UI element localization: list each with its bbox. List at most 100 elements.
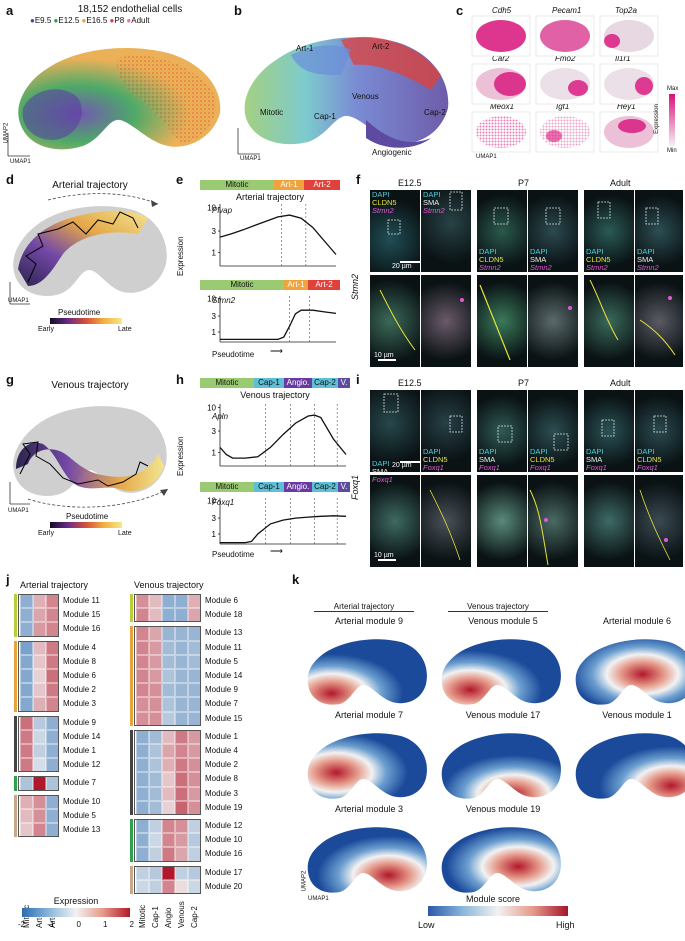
f-stain-2: DAPI SMA Stmn2 — [423, 191, 445, 215]
i-img-10 — [528, 475, 578, 567]
heatmap-column-label: Angio — [164, 907, 173, 928]
heatmap-cell — [149, 669, 162, 684]
panel-b-umap — [237, 36, 449, 155]
scale-c-label: Expression — [653, 104, 660, 134]
panel-label-i: i — [356, 372, 360, 387]
k-map-7 — [307, 827, 427, 893]
k-map-4 — [307, 733, 427, 799]
k-map-title: Arterial module 9 — [334, 616, 404, 626]
i-stain-6-foxq1: Foxq1 — [637, 463, 658, 472]
gene-hey1: Hey1 — [617, 102, 636, 111]
f-img-2 — [421, 190, 471, 272]
f-img-4 — [528, 190, 578, 272]
axis-c-x: UMAP1 — [476, 154, 497, 160]
heatmap-cell — [162, 669, 175, 684]
k-map-3 — [575, 639, 685, 705]
module-group-bar — [14, 640, 17, 712]
module-label: Module 11 — [205, 642, 242, 652]
i-scale-top: 20 µm — [392, 462, 412, 469]
panel-e-stage-bar: Mitotic Art-1 Art-2 — [200, 180, 340, 190]
f-stain-3-stmn2: Stmn2 — [479, 263, 501, 272]
module-label: Module 12 — [205, 821, 243, 830]
heatmap-cell — [136, 772, 149, 787]
heatmap-cell — [162, 833, 175, 848]
heatmap-cell — [175, 640, 188, 655]
stage-e-mitotic: Mitotic — [200, 180, 274, 190]
heatmap-cell — [162, 697, 175, 712]
module-group-bar — [130, 729, 133, 815]
stage-h2-cap2: Cap-2 — [312, 482, 338, 492]
y-tick-label: 10 — [207, 204, 216, 213]
heatmap-cell — [20, 683, 33, 698]
heatmap-cell — [149, 697, 162, 712]
j-tick-2: 2 — [129, 920, 134, 929]
panel-i-overlays — [378, 393, 671, 566]
cluster-venous: Venous — [352, 92, 379, 101]
umap-silhouette — [441, 827, 561, 893]
module-group-box — [134, 865, 201, 894]
i-stain-3-dapi: DAPI — [479, 447, 497, 456]
heatmap-column-label: Venous — [177, 901, 186, 928]
fp-il1r1 — [599, 63, 659, 105]
k-low: Low — [418, 920, 435, 930]
i-img-9 — [477, 475, 527, 567]
heatmap-cell — [20, 744, 33, 759]
module-group-bar — [130, 819, 133, 862]
axis-k-x: UMAP1 — [308, 896, 329, 902]
y-tick-label: 1 — [212, 448, 217, 457]
legend-adult: Adult — [131, 16, 150, 25]
module-group-box — [18, 594, 59, 637]
expression-curve-plvap — [219, 214, 337, 255]
f-img-9 — [477, 275, 527, 367]
umap-silhouette — [441, 733, 561, 799]
panel-e-arrow: ⟶ — [270, 346, 283, 356]
heatmap-cell — [149, 786, 162, 801]
module-label: Module 1 — [63, 746, 96, 755]
i-img-4 — [528, 390, 578, 472]
stage-e2-art2: Art-2 — [308, 280, 340, 290]
heatmap-cell — [33, 654, 46, 669]
j-arterial-title: Arterial trajectory — [20, 580, 89, 590]
expression-curve-foxq1 — [220, 515, 347, 544]
i-stain-4: DAPI CLDN5 Foxq1 — [530, 448, 555, 472]
heatmap-cell — [149, 744, 162, 759]
legend-e165: E16.5 — [86, 16, 108, 25]
umap-silhouette — [307, 827, 427, 893]
cluster-mitotic: Mitotic — [260, 108, 284, 117]
i-stain-5-sma: SMA — [586, 455, 603, 464]
f-stain-6: DAPI SMA Stmn2 — [637, 248, 659, 272]
i-stain-3-foxq1: Foxq1 — [479, 463, 500, 472]
legend-p8: P8 — [114, 16, 125, 25]
panel-label-a: a — [6, 3, 14, 18]
i-stain-4-foxq1: Foxq1 — [530, 463, 551, 472]
i-img-1 — [370, 390, 420, 472]
umap-silhouette — [575, 733, 685, 799]
y-tick-label: 3 — [212, 312, 217, 321]
panel-e-stage-bar-2: Mitotic Art-1 Art-2 — [200, 280, 340, 290]
k-map-title: Arterial module 7 — [334, 710, 404, 720]
heatmap-cell — [20, 654, 33, 669]
f-img-12 — [635, 275, 683, 367]
heatmap-cell — [175, 683, 188, 698]
heatmap-cell — [33, 669, 46, 684]
panel-e-gene1: Plvap — [212, 206, 233, 215]
heatmap-cell — [149, 833, 162, 848]
y-tick-label: 10 — [207, 404, 216, 413]
module-group-box — [134, 729, 201, 815]
j-tick-1: 1 — [102, 920, 108, 929]
module-label: Module 15 — [205, 713, 243, 723]
heatmap-cell — [136, 744, 149, 759]
panel-e-plot-stmn2: 1 3 10 — [207, 295, 337, 343]
scale-c-min: Min — [667, 148, 677, 154]
stage-e-art2: Art-2 — [304, 180, 340, 190]
heatmap-cell — [175, 833, 188, 848]
i-stain-1-dapi: DAPI — [372, 459, 390, 468]
stage-h-cap2: Cap-2 — [312, 378, 338, 388]
stage-h2-angio: Angio. — [284, 482, 312, 492]
heatmap-cell — [162, 786, 175, 801]
i-time-p7: P7 — [518, 378, 530, 388]
heatmap-cell — [33, 608, 46, 623]
i-scale-bottom: 10 µm — [374, 552, 394, 559]
module-label: Module 10 — [205, 835, 243, 845]
panel-a-legend: ●E9.5 ●E12.5 ●E16.5 ●P8 ●Adult — [30, 16, 150, 25]
